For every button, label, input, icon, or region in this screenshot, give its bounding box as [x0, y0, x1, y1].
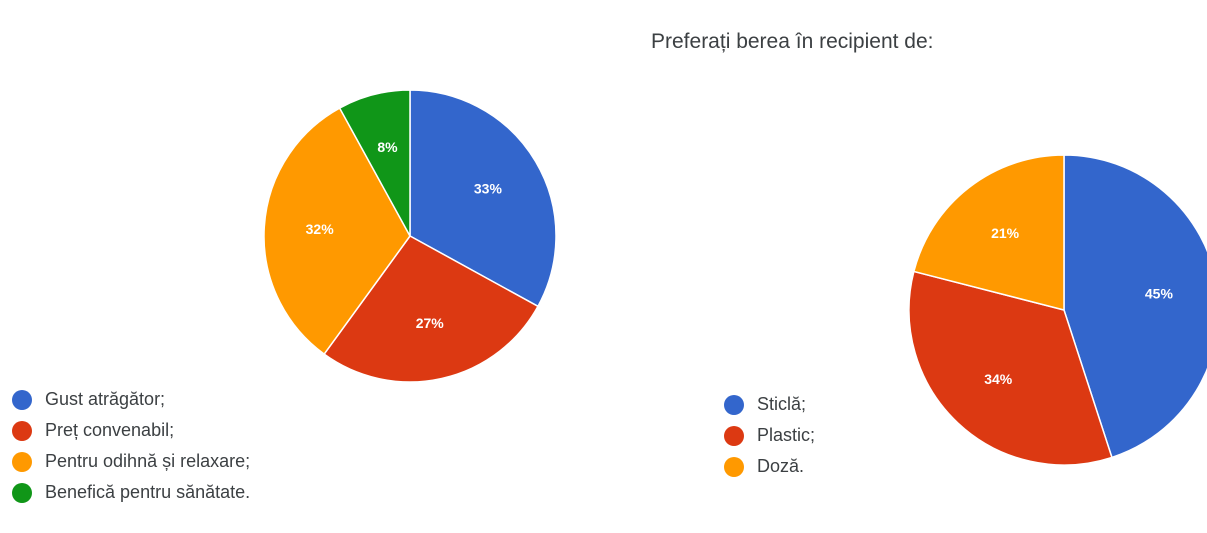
legend-label: Benefică pentru sănătate. — [45, 482, 251, 502]
legend-label: Preț convenabil; — [45, 420, 175, 440]
legend: Sticlă; Plastic; Doză. — [724, 389, 815, 482]
legend-item-benefica-pentru-sanatate: Benefică pentru sănătate. — [12, 477, 250, 508]
pie-slice-pret-convenabil — [323, 235, 539, 383]
chart-title: Preferați berea în recipient de: — [651, 30, 934, 53]
pie-slice-sticla — [1063, 154, 1207, 459]
legend-label: Plastic; — [757, 425, 816, 445]
legend-item-plastic: Plastic; — [724, 420, 815, 451]
pie-value-label: 8% — [377, 139, 398, 155]
pie-chart: 33% 27% 32% 8% — [263, 89, 557, 383]
pie-chart: 45% 34% 21% — [908, 154, 1207, 466]
pie-slice-plastic — [908, 270, 1113, 466]
legend-item-pentru-odihna-si-relaxare: Pentru odihnă și relaxare; — [12, 446, 250, 477]
legend-swatch — [12, 482, 32, 503]
pie-value-label: 27% — [416, 315, 445, 331]
legend-item-pret-convenabil: Preț convenabil; — [12, 415, 250, 446]
legend-item-gust-atragator: Gust atrăgător; — [12, 384, 250, 415]
pie-value-label: 32% — [306, 221, 335, 237]
pie-slice-pentru-odihna-si-relaxare — [263, 107, 411, 356]
pie-slice-benefica-pentru-sanatate — [338, 89, 411, 237]
legend-swatch — [12, 389, 32, 410]
pie-value-label: 21% — [991, 225, 1020, 241]
legend-label: Doză. — [757, 456, 805, 476]
legend-item-sticla: Sticlă; — [724, 389, 815, 420]
legend-swatch — [724, 394, 744, 415]
chart-panel-motives: 33% 27% 32% 8% Gust atrăgător; Preț convenab… — [0, 0, 600, 533]
legend-swatch — [724, 425, 744, 446]
pie-slice-gust-atragator — [409, 89, 557, 308]
legend: Gust atrăgător; Preț convenabil; Pentru od… — [12, 384, 250, 508]
pie-value-label: 34% — [984, 371, 1013, 387]
legend-swatch — [12, 420, 32, 441]
legend-swatch — [12, 451, 32, 472]
pie-value-label: 33% — [474, 181, 503, 197]
legend-item-doza: Doză. — [724, 451, 815, 482]
legend-label: Sticlă; — [757, 394, 807, 414]
pie-slice-doza — [912, 154, 1065, 311]
pie-value-label: 45% — [1145, 286, 1174, 302]
legend-label: Gust atrăgător; — [45, 389, 166, 409]
legend-label: Pentru odihnă și relaxare; — [45, 451, 251, 471]
chart-panel-container: Preferați berea în recipient de: 45% 34% 2… — [600, 0, 1207, 533]
legend-swatch — [724, 456, 744, 477]
